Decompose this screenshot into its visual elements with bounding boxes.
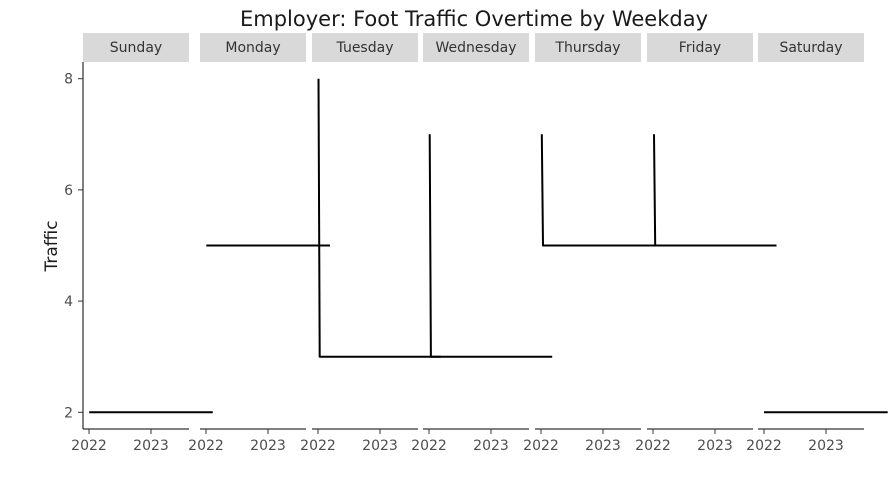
x-tick-label: 2023 xyxy=(697,438,733,454)
facet-strip-label: Tuesday xyxy=(336,40,394,56)
x-tick-label: 2022 xyxy=(71,438,107,454)
y-tick-label: 2 xyxy=(64,405,73,421)
x-tick-label: 2023 xyxy=(585,438,621,454)
facet-strip-label: Wednesday xyxy=(435,40,516,56)
facet-strip xyxy=(647,33,753,62)
facet-panel-wednesday: Wednesday 2022 2023 xyxy=(411,33,553,454)
y-tick-label: 4 xyxy=(64,294,73,310)
facet-strip-label: Sunday xyxy=(110,40,162,56)
facet-strip xyxy=(83,33,189,62)
series-line-tuesday xyxy=(317,78,441,358)
facet-panels: Sunday 2022 2023 Monday 2022 2023 Tuesday 2022 2… xyxy=(71,33,888,454)
x-tick-label: 2023 xyxy=(808,438,844,454)
y-tick-label: 8 xyxy=(64,72,73,88)
y-tick-label: 6 xyxy=(64,183,73,199)
series-line-wednesday xyxy=(428,134,553,358)
y-axis: 2 4 6 8 xyxy=(64,62,84,429)
facet-panel-monday: Monday 2022 2023 xyxy=(188,33,330,454)
series-line-friday xyxy=(653,134,777,247)
facet-panel-thursday: Thursday 2022 2023 xyxy=(523,33,665,454)
x-tick-label: 2023 xyxy=(473,438,509,454)
chart-title: Employer: Foot Traffic Overtime by Weekd… xyxy=(240,7,708,31)
series-line-thursday xyxy=(540,134,665,247)
facet-strip-label: Thursday xyxy=(554,40,620,56)
x-tick-label: 2023 xyxy=(362,438,398,454)
facet-strip xyxy=(423,33,529,62)
facet-panel-sunday: Sunday 2022 2023 xyxy=(71,33,213,454)
facet-strip xyxy=(758,33,864,62)
facet-strip xyxy=(200,33,306,62)
x-tick-label: 2023 xyxy=(250,438,286,454)
x-tick-label: 2022 xyxy=(411,438,447,454)
facet-strip xyxy=(312,33,418,62)
x-tick-label: 2022 xyxy=(523,438,559,454)
facet-panel-saturday: Saturday 2022 2023 xyxy=(746,33,888,454)
facet-strip-label: Monday xyxy=(225,40,280,56)
x-tick-label: 2023 xyxy=(133,438,169,454)
facet-strip-label: Friday xyxy=(679,40,721,56)
facet-panel-tuesday: Tuesday 2022 2023 xyxy=(300,33,441,454)
x-tick-label: 2022 xyxy=(188,438,224,454)
x-tick-label: 2022 xyxy=(300,438,336,454)
x-tick-label: 2022 xyxy=(746,438,782,454)
facet-panel-friday: Friday 2022 2023 xyxy=(635,33,777,454)
facet-strip-label: Saturday xyxy=(779,40,842,56)
facet-strip xyxy=(535,33,641,62)
y-axis-title: Traffic xyxy=(42,220,62,272)
x-tick-label: 2022 xyxy=(635,438,671,454)
